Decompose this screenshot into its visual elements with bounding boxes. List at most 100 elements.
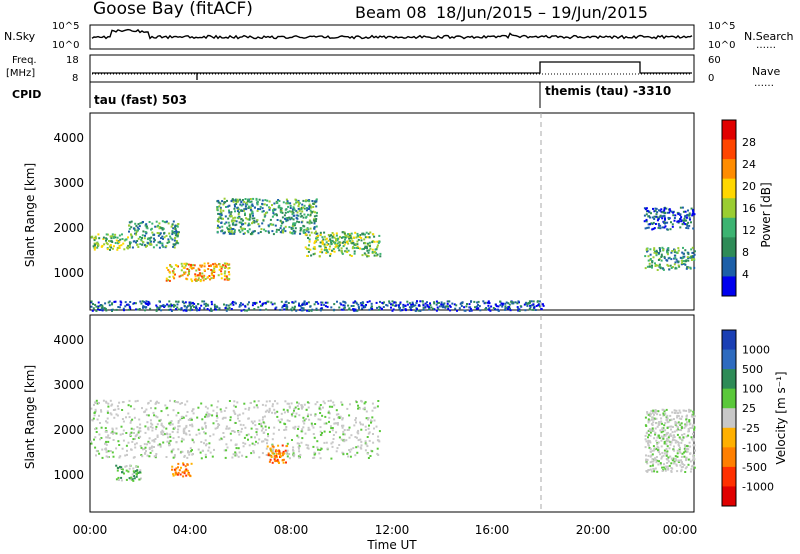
heatmap-cell [688,423,691,426]
heatmap-cell [250,200,253,203]
heatmap-cell [271,438,274,441]
heatmap-cell [647,469,650,471]
nsearch-dots: …… [756,40,776,51]
heatmap-cell [145,225,148,228]
heatmap-cell [296,214,299,217]
heatmap-cell [373,251,376,254]
heatmap-cell [299,305,302,307]
heatmap-cell [195,305,198,308]
heatmap-cell [136,308,139,311]
heatmap-cell [172,271,175,274]
heatmap-cell [191,267,194,270]
heatmap-cell [357,303,360,306]
heatmap-cell [350,232,353,235]
heatmap-cell [92,307,95,310]
heatmap-cell [171,465,174,468]
heatmap-cell [121,468,124,471]
heatmap-cell [191,439,194,442]
heatmap-cell [667,257,670,260]
heatmap-cell [217,423,220,425]
heatmap-cell [102,238,105,240]
heatmap-cell [661,226,664,229]
heatmap-cell [366,452,369,455]
heatmap-cell [157,401,160,404]
heatmap-cell [283,429,286,431]
heatmap-cell [172,227,175,230]
heatmap-cell [119,303,122,306]
heatmap-cell [133,471,136,474]
heatmap-cell [302,206,304,209]
heatmap-cell [241,199,244,201]
heatmap-cell [250,212,253,215]
heatmap-cell [125,303,128,306]
heatmap-cell [108,245,111,248]
heatmap-cell [693,426,696,428]
heatmap-cell [171,423,174,426]
heatmap-cell [303,231,306,234]
heatmap-cell [317,302,320,305]
heatmap-cell [197,406,200,409]
heatmap-cell [368,308,371,311]
heatmap-cell [414,304,417,307]
heatmap-cell [278,452,281,455]
heatmap-cell [312,247,315,250]
heatmap-cell [354,454,357,457]
velocity-colorbar-tick: -1000 [742,480,774,493]
heatmap-cell [340,247,343,250]
heatmap-cell [448,304,451,307]
heatmap-cell [671,467,674,470]
heatmap-cell [651,228,654,231]
heatmap-cell [144,425,147,428]
heatmap-cell [332,233,335,236]
heatmap-cell [333,418,336,421]
heatmap-cell [292,206,295,209]
heatmap-cell [456,309,458,312]
heatmap-cell [663,214,666,217]
heatmap-cell [190,305,192,308]
heatmap-cell [429,304,432,307]
heatmap-cell [229,227,232,229]
heatmap-cell [693,266,696,269]
heatmap-cell [215,305,218,308]
heatmap-cell [341,426,344,429]
heatmap-cell [124,238,127,241]
heatmap-cell [98,414,100,417]
heatmap-cell [378,430,381,433]
heatmap-cell [111,247,114,250]
heatmap-cell [528,307,531,310]
heatmap-cell [231,302,234,305]
heatmap-cell [689,427,692,429]
heatmap-cell [307,301,310,304]
heatmap-cell [294,415,297,418]
heatmap-cell [124,305,127,308]
heatmap-cell [352,308,355,311]
heatmap-cell [652,256,655,259]
heatmap-cell [177,421,180,424]
heatmap-cell [659,453,662,456]
heatmap-cell [266,199,269,202]
heatmap-cell [200,441,203,443]
heatmap-cell [298,209,301,212]
heatmap-cell [298,442,301,445]
heatmap-cell [295,210,298,213]
heatmap-cell [288,406,291,409]
heatmap-cell [165,456,168,458]
heatmap-cell [656,251,658,253]
heatmap-cell [269,458,272,461]
heatmap-cell [353,250,356,253]
heatmap-cell [232,223,235,226]
heatmap-cell [240,222,243,225]
heatmap-cell [668,211,671,214]
heatmap-cell [440,303,443,306]
heatmap-cell [665,443,668,446]
heatmap-cell [177,231,180,234]
heatmap-cell [298,447,300,450]
heatmap-cell [292,426,295,429]
heatmap-cell [135,233,138,236]
heatmap-cell [212,274,215,277]
heatmap-cell [683,464,686,466]
heatmap-cell [379,255,382,258]
heatmap-cell [675,258,678,261]
heatmap-cell [364,428,367,431]
heatmap-cell [447,307,450,310]
